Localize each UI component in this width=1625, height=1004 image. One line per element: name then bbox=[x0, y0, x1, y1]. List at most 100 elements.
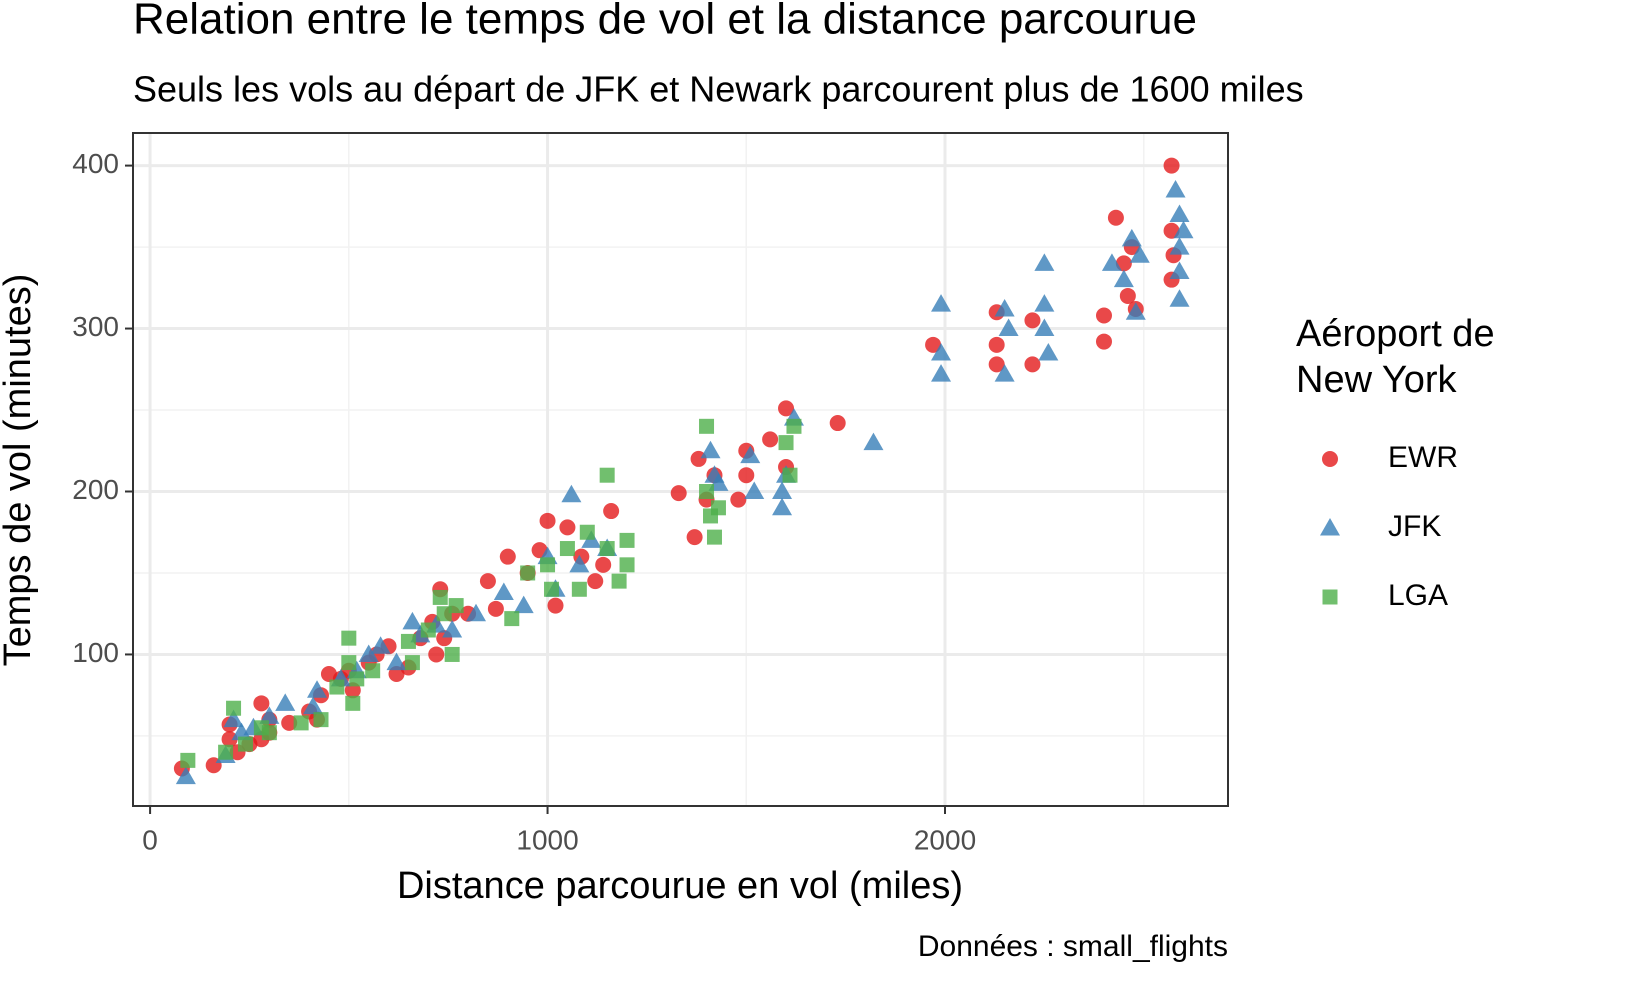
point bbox=[180, 752, 196, 768]
point bbox=[925, 336, 942, 353]
point bbox=[571, 581, 587, 597]
point bbox=[619, 532, 635, 548]
point bbox=[699, 483, 715, 499]
point bbox=[744, 481, 765, 499]
point bbox=[420, 622, 436, 638]
point bbox=[487, 600, 504, 617]
plot-border bbox=[132, 132, 1229, 807]
point bbox=[436, 606, 452, 622]
point bbox=[358, 644, 379, 662]
point bbox=[303, 696, 324, 715]
point bbox=[479, 573, 496, 590]
point bbox=[1024, 312, 1041, 329]
point bbox=[404, 655, 420, 671]
point bbox=[738, 467, 755, 484]
legend-symbol bbox=[1322, 589, 1338, 605]
point bbox=[1169, 204, 1190, 222]
point bbox=[365, 663, 381, 679]
y-axis-label: Temps de vol (minutes) bbox=[0, 274, 39, 667]
legend-label: EWR bbox=[1388, 441, 1458, 474]
point bbox=[1119, 287, 1136, 304]
point bbox=[428, 646, 445, 663]
point bbox=[595, 556, 612, 573]
x-tick-label: 1000 bbox=[516, 824, 578, 855]
point bbox=[1173, 220, 1194, 239]
y-tick-label: 200 bbox=[72, 474, 119, 505]
x-tick-label: 2000 bbox=[914, 824, 976, 855]
point bbox=[544, 581, 560, 597]
point bbox=[261, 725, 277, 741]
legend-symbol bbox=[1322, 451, 1338, 467]
point bbox=[341, 655, 357, 671]
point bbox=[448, 598, 464, 614]
point bbox=[307, 680, 328, 698]
chart-subtitle: Seuls les vols au départ de JFK et Newar… bbox=[133, 69, 1304, 110]
point bbox=[1095, 333, 1112, 350]
caption: Données : small_flights bbox=[918, 930, 1228, 963]
point bbox=[740, 445, 761, 464]
point bbox=[540, 557, 556, 573]
point bbox=[670, 485, 687, 502]
point bbox=[772, 497, 793, 516]
point bbox=[931, 342, 952, 361]
point bbox=[175, 766, 196, 785]
x-axis-label: Distance parcourue en vol (miles) bbox=[397, 865, 963, 907]
point bbox=[442, 620, 463, 638]
point bbox=[237, 736, 253, 752]
point bbox=[988, 336, 1005, 353]
point bbox=[329, 679, 345, 695]
point bbox=[931, 294, 952, 312]
point bbox=[1169, 289, 1190, 307]
point bbox=[1034, 318, 1055, 337]
point bbox=[293, 715, 309, 731]
point bbox=[513, 595, 534, 614]
point bbox=[539, 512, 556, 529]
point bbox=[994, 298, 1015, 317]
point bbox=[599, 541, 615, 557]
point bbox=[863, 432, 884, 451]
point bbox=[1038, 342, 1059, 361]
legend-symbol bbox=[1320, 518, 1340, 536]
point bbox=[829, 415, 846, 432]
point bbox=[402, 611, 423, 630]
point bbox=[603, 503, 620, 520]
point bbox=[1101, 253, 1122, 271]
legend-label: JFK bbox=[1388, 510, 1441, 543]
point bbox=[619, 557, 635, 573]
point bbox=[432, 589, 448, 605]
point bbox=[281, 714, 298, 731]
point bbox=[493, 582, 514, 601]
point bbox=[561, 484, 582, 503]
point bbox=[547, 597, 564, 614]
point bbox=[772, 481, 793, 499]
point bbox=[444, 646, 460, 662]
point bbox=[349, 671, 365, 687]
point bbox=[559, 541, 575, 557]
point bbox=[226, 700, 242, 716]
point bbox=[579, 524, 595, 540]
point bbox=[313, 712, 329, 728]
point bbox=[1113, 269, 1134, 288]
point bbox=[762, 431, 779, 448]
point bbox=[931, 364, 952, 382]
point bbox=[1125, 302, 1146, 320]
point bbox=[778, 435, 794, 451]
point bbox=[1107, 209, 1124, 226]
point bbox=[1169, 261, 1190, 280]
legend-label: LGA bbox=[1388, 579, 1448, 612]
point bbox=[370, 636, 391, 654]
point bbox=[730, 491, 747, 508]
point bbox=[520, 565, 536, 581]
point bbox=[1129, 245, 1150, 263]
y-tick-label: 300 bbox=[72, 311, 119, 342]
point bbox=[400, 633, 416, 649]
point bbox=[341, 630, 357, 646]
legend-title: New York bbox=[1296, 359, 1458, 401]
point bbox=[386, 652, 407, 671]
point bbox=[218, 744, 234, 760]
point bbox=[259, 706, 280, 724]
point bbox=[599, 467, 615, 483]
point bbox=[998, 318, 1019, 337]
point bbox=[231, 722, 252, 741]
point bbox=[1165, 180, 1186, 198]
